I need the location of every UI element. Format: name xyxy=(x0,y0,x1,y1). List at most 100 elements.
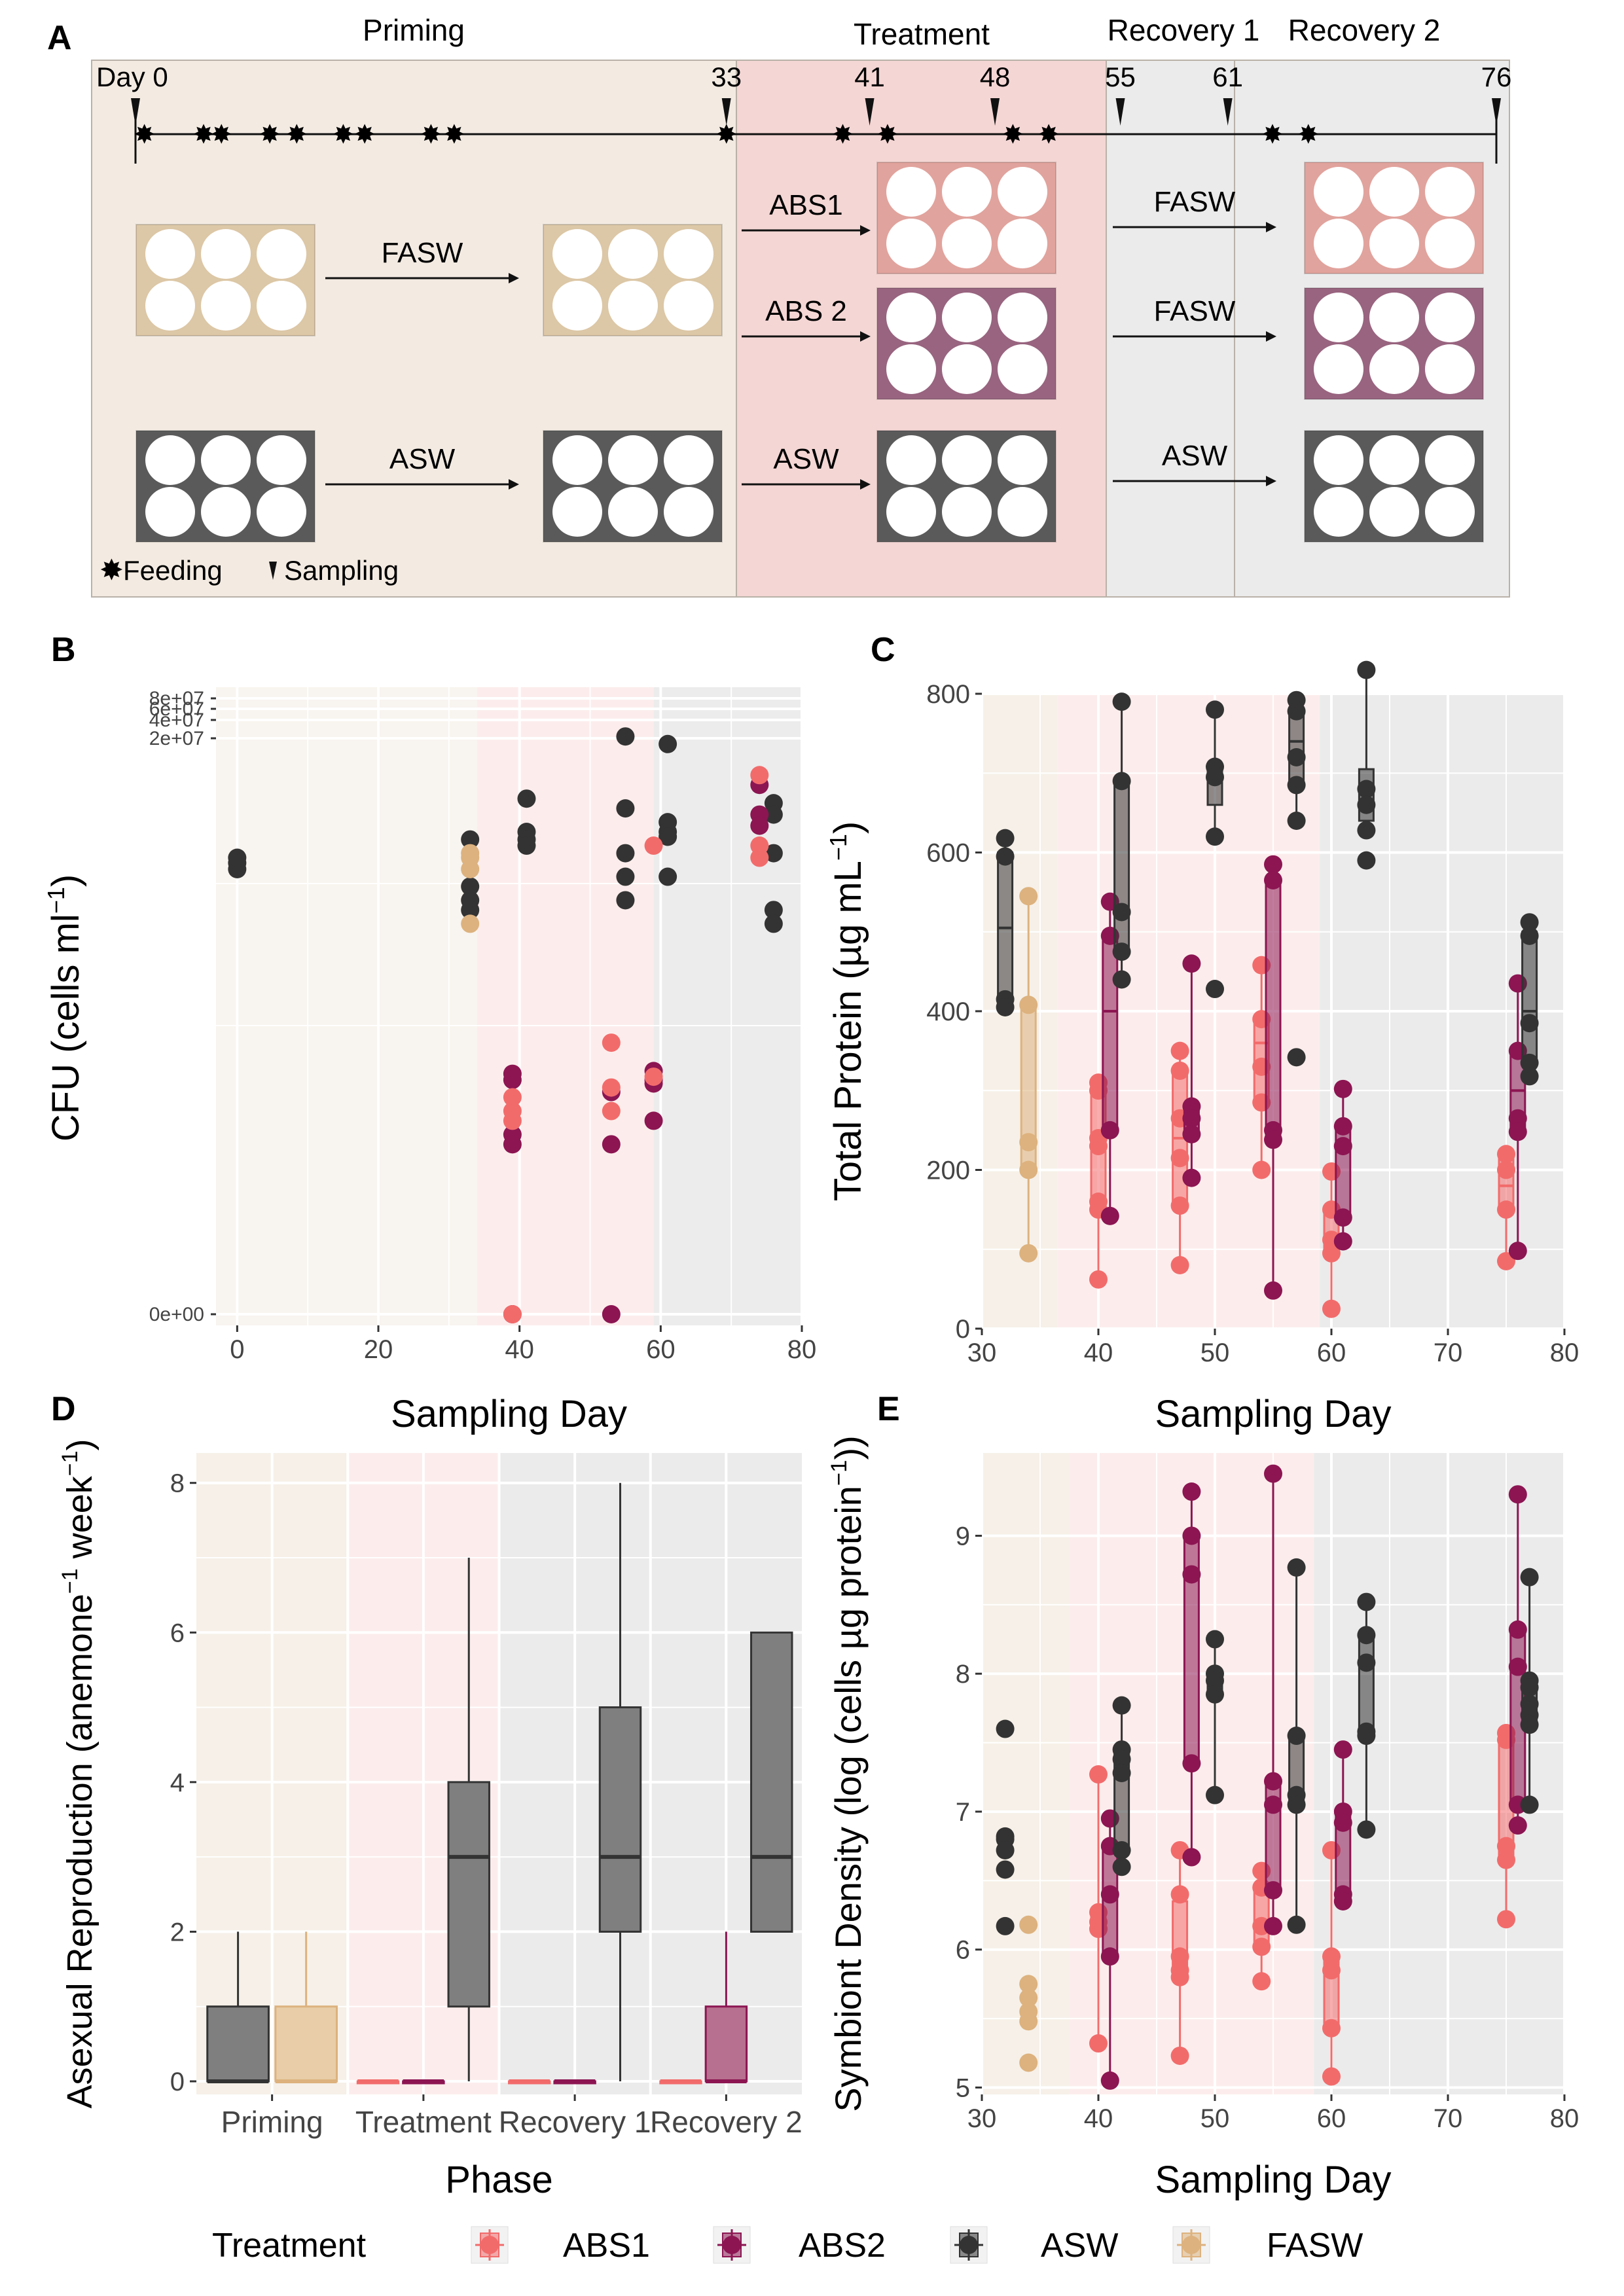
feeding-marker: ✸ xyxy=(192,120,215,149)
data-point xyxy=(1357,780,1376,798)
y-tick-label: 0e+00 xyxy=(149,1304,204,1325)
legend-key-point xyxy=(480,2236,499,2254)
arrow-abs1-treatment-label: ABS1 xyxy=(769,189,843,221)
data-point xyxy=(1206,1785,1224,1804)
plate-well xyxy=(257,435,306,485)
phase-label-treatment: Treatment xyxy=(854,17,990,51)
x-tick-label: 80 xyxy=(1550,2104,1579,2133)
data-point xyxy=(1170,1885,1189,1904)
data-point xyxy=(750,766,769,785)
arrow-abs1-recovery-head xyxy=(1266,222,1276,232)
data-point xyxy=(1019,1915,1038,1934)
x-tick-label: 40 xyxy=(1084,2104,1113,2133)
y-tick-label: 6e+07 xyxy=(149,698,204,720)
feeding-icon: ✸ xyxy=(99,554,124,586)
data-point xyxy=(1497,1160,1515,1179)
y-axis-title: Symbiont Density (log (cells µg protein−… xyxy=(827,1435,869,2112)
plate-abs1-treatment xyxy=(876,162,1056,274)
data-point xyxy=(1322,1947,1341,1966)
data-point xyxy=(1170,1256,1189,1274)
y-tick-label: 4e+07 xyxy=(149,709,204,731)
data-point xyxy=(764,914,783,933)
data-point xyxy=(1112,1857,1131,1876)
arrow-fasw-priming-label: FASW xyxy=(382,237,463,269)
y-tick-label: 600 xyxy=(926,839,970,868)
data-point xyxy=(996,1840,1015,1859)
x-tick-label: 40 xyxy=(1084,1338,1113,1367)
legend-item-label: ABS1 xyxy=(563,2227,650,2265)
data-point xyxy=(1182,1754,1201,1773)
sampling-marker xyxy=(1492,98,1501,126)
y-tick-label: 6 xyxy=(170,1619,185,1647)
data-point xyxy=(461,830,480,849)
data-point xyxy=(1520,1067,1539,1086)
plate-well xyxy=(664,487,713,537)
data-point xyxy=(1333,1892,1352,1910)
plate-well xyxy=(1314,219,1363,268)
data-point xyxy=(1112,1749,1131,1768)
data-point xyxy=(1089,1765,1108,1784)
plate-abs2-treatment xyxy=(876,287,1056,400)
box-iqr xyxy=(206,2005,270,2083)
data-point xyxy=(461,859,480,878)
data-point xyxy=(1019,2053,1038,2072)
data-point xyxy=(1497,1837,1515,1856)
data-point xyxy=(1264,1795,1282,1814)
arrow-fasw-priming-head xyxy=(509,273,519,283)
plate-well xyxy=(1369,293,1419,342)
plate-well xyxy=(942,487,992,537)
box-iqr xyxy=(447,1781,490,2008)
data-point xyxy=(1264,1464,1282,1483)
feeding-marker: ✸ xyxy=(715,120,738,149)
data-point xyxy=(1497,1145,1515,1164)
data-point xyxy=(1170,1041,1189,1060)
data-point xyxy=(1497,1200,1515,1219)
timeline-day-label: Day 0 xyxy=(96,62,168,92)
phase-band-priming xyxy=(216,687,477,1325)
data-point xyxy=(1264,855,1282,874)
treatment-legend: Treatment ABS1 ABS2 ASW FASW xyxy=(212,2226,1363,2265)
box-iqr xyxy=(274,2005,338,2083)
panel-e-label: E xyxy=(877,1390,900,1428)
data-point xyxy=(1357,660,1376,679)
data-point xyxy=(1508,1109,1527,1128)
recovery1-phase-bg xyxy=(1106,60,1235,598)
plate-well xyxy=(998,344,1047,394)
data-point xyxy=(1508,1620,1527,1639)
plate-well xyxy=(1314,344,1363,394)
data-point xyxy=(1252,1972,1271,1991)
plate-asw-priming-start xyxy=(135,430,316,543)
timeline-day-label: 61 xyxy=(1212,62,1243,92)
plate-well xyxy=(998,167,1047,217)
sampling-marker xyxy=(865,98,875,126)
legend-item-label: FASW xyxy=(1267,2227,1363,2265)
arrow-asw-recovery-label: ASW xyxy=(1162,440,1228,472)
data-point xyxy=(1182,1124,1201,1143)
plate-well xyxy=(1369,167,1419,217)
data-point xyxy=(1333,1740,1352,1759)
data-point xyxy=(461,901,480,920)
data-point xyxy=(616,867,635,886)
data-point xyxy=(1206,1671,1224,1690)
sampling-marker xyxy=(1115,98,1125,126)
plate-well xyxy=(1369,219,1419,268)
feeding-marker: ✸ xyxy=(259,120,281,149)
data-point xyxy=(602,1102,621,1121)
feeding-marker: ✸ xyxy=(443,120,465,149)
plate-well xyxy=(1314,435,1363,485)
y-tick-label: 9 xyxy=(956,1522,970,1551)
data-point xyxy=(1333,1137,1352,1156)
data-point xyxy=(1112,903,1131,922)
y-tick-label: 0 xyxy=(170,2068,185,2096)
data-point xyxy=(644,1067,663,1086)
box-iqr xyxy=(1521,931,1538,1064)
data-point xyxy=(996,1860,1015,1879)
feeding-marker: ✸ xyxy=(420,120,442,149)
plate-well xyxy=(201,487,251,537)
data-point xyxy=(1520,1795,1539,1814)
data-point xyxy=(616,891,635,910)
box-iqr xyxy=(1358,1634,1375,1737)
data-point xyxy=(1112,1696,1131,1715)
plate-well xyxy=(998,435,1047,485)
